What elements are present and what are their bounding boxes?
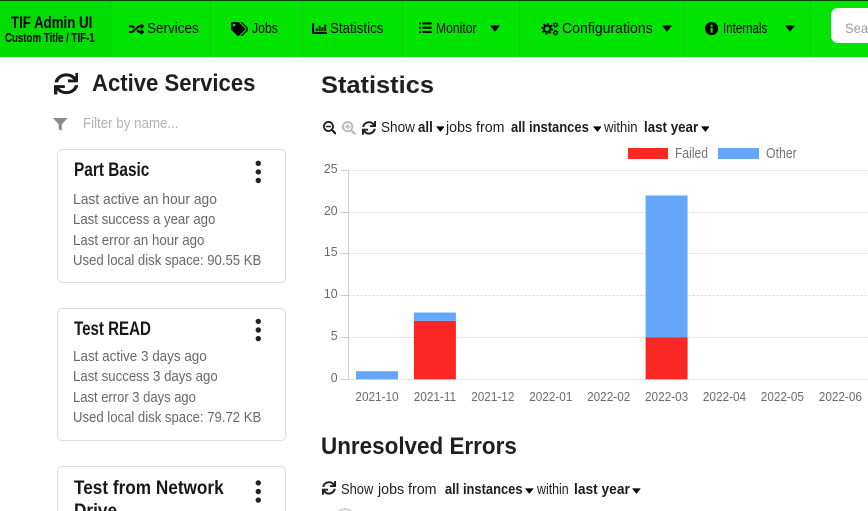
svg-text:2022-05: 2022-05	[761, 389, 804, 404]
svg-text:2022-04: 2022-04	[703, 389, 746, 404]
svg-text:2021-12: 2021-12	[471, 389, 514, 404]
svg-text:25: 25	[324, 162, 338, 176]
svg-text:20: 20	[324, 204, 338, 218]
svg-text:10: 10	[324, 287, 338, 301]
svg-text:15: 15	[324, 245, 338, 259]
svg-text:5: 5	[331, 329, 338, 343]
svg-text:2022-06: 2022-06	[819, 389, 862, 404]
svg-text:2022-02: 2022-02	[587, 389, 630, 404]
svg-text:2021-11: 2021-11	[414, 389, 456, 404]
svg-text:2021-10: 2021-10	[355, 389, 398, 404]
svg-text:2022-03: 2022-03	[645, 389, 688, 404]
svg-text:2022-01: 2022-01	[529, 389, 572, 404]
svg-text:0: 0	[331, 371, 338, 385]
